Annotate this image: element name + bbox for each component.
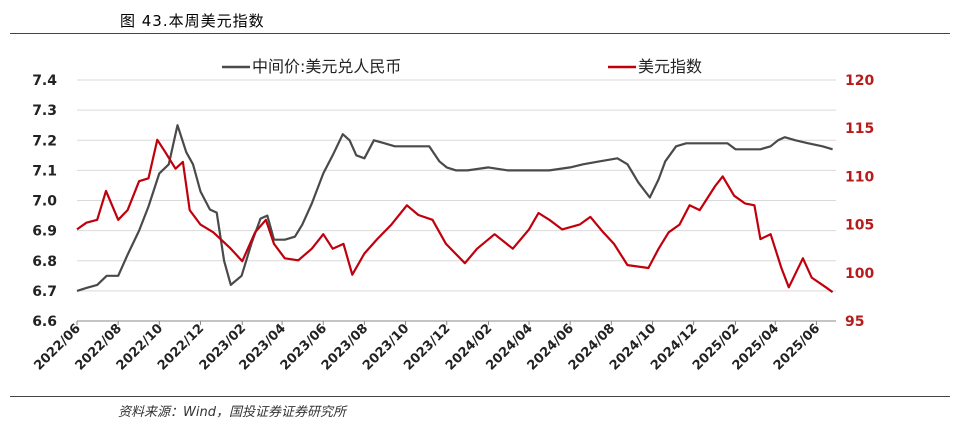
dual-axis-line-chart: 7.4 7.3 7.2 7.1 7.0 6.9 6.8 6.7 6.6 120 115 110 105… — [31, 57, 874, 374]
right-tick-label: 115 — [845, 121, 874, 137]
legend-label-usdcny: 中间价:美元兑人民币 — [252, 57, 401, 76]
left-axis-ticks: 7.4 7.3 7.2 7.1 7.0 6.9 6.8 6.7 6.6 — [32, 73, 57, 330]
right-tick-label: 110 — [845, 169, 874, 185]
bottom-rule — [10, 396, 950, 397]
left-tick-label: 6.9 — [32, 224, 57, 240]
left-tick-label: 7.0 — [32, 194, 57, 210]
left-tick-label: 6.7 — [32, 284, 57, 300]
left-tick-label: 7.2 — [32, 133, 57, 149]
left-tick-label: 7.4 — [32, 73, 57, 89]
top-rule — [10, 33, 950, 34]
right-tick-label: 105 — [845, 218, 874, 234]
left-tick-label: 6.6 — [32, 314, 57, 330]
right-tick-label: 100 — [845, 266, 874, 282]
series-line-usdcny — [76, 124, 833, 292]
figure-title: 图 43.本周美元指数 — [120, 12, 265, 30]
right-axis-ticks: 120 115 110 105 100 95 — [845, 73, 874, 330]
source-note: 资料来源：Wind，国投证券证券研究所 — [118, 405, 346, 420]
left-tick-label: 7.1 — [32, 163, 57, 179]
left-tick-label: 6.8 — [32, 254, 57, 270]
right-tick-label: 120 — [845, 73, 874, 89]
series-lines — [76, 124, 834, 293]
series-line-dxy — [76, 138, 834, 293]
right-tick-label: 95 — [845, 314, 864, 330]
left-tick-label: 7.3 — [32, 103, 57, 119]
x-axis-labels: 2022/062022/082022/102022/122023/022023/… — [31, 321, 823, 373]
x-tick-marks — [76, 321, 817, 325]
gridlines — [77, 79, 836, 292]
legend-label-dxy: 美元指数 — [638, 57, 702, 76]
legend: 中间价:美元兑人民币 美元指数 — [222, 57, 702, 76]
